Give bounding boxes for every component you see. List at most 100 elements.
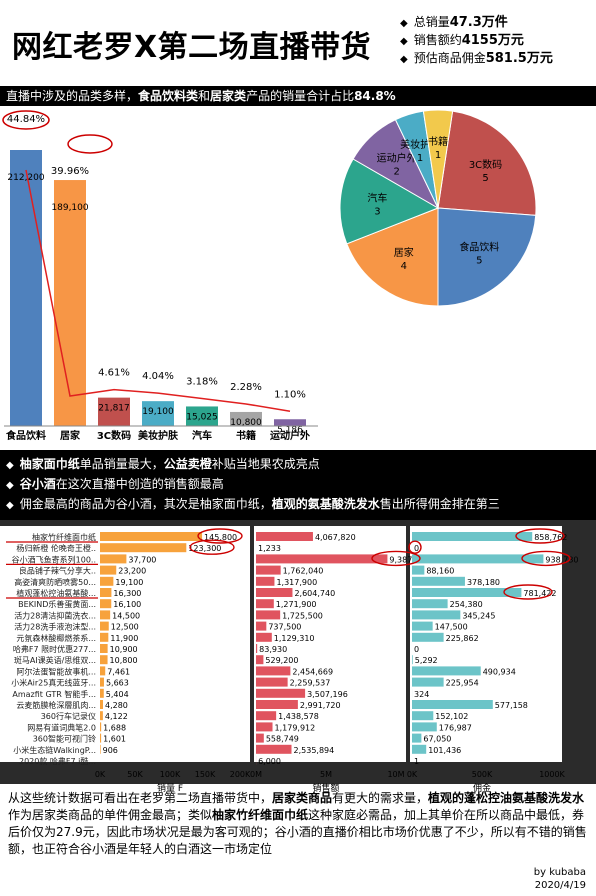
category-value-label: 212,200: [7, 173, 44, 183]
diamond-bullet-icon: ◆: [400, 36, 408, 47]
product-bar: [412, 621, 433, 631]
product-name-label: 植观蓬松控油氨基酸...: [16, 588, 96, 598]
pie-slice-value: 5: [482, 173, 488, 184]
product-value-label: 101,436: [428, 746, 461, 755]
product-bar: [100, 733, 102, 743]
category-bar: [54, 180, 86, 426]
product-value-label: 378,180: [467, 578, 500, 587]
product-value-label: 5,663: [106, 679, 129, 688]
product-bar: [256, 733, 264, 743]
product-value-label: 11,900: [110, 634, 138, 643]
product-value-label: 7,461: [107, 667, 130, 676]
product-name-label: 活力28洗手液泡沫型...: [14, 622, 96, 632]
product-bar: [100, 621, 109, 631]
product-name-label: 活力28清洁抑菌洗衣...: [14, 610, 96, 620]
product-value-label: 83,930: [259, 645, 287, 654]
product-bar: [412, 700, 493, 709]
pie-slice-label: 汽车: [367, 191, 387, 204]
product-value-label: 2,454,669: [292, 667, 333, 676]
product-value-label: 0: [414, 645, 419, 654]
product-bar: [100, 655, 108, 665]
product-value-label: 1,179,912: [275, 723, 316, 732]
product-bar: [100, 576, 114, 586]
product-value-label: 0: [414, 544, 419, 553]
conclusion-text: 从这些统计数据可看出在老罗第二场直播带货中，居家类商品有更大的需求量，植观的蓬松…: [8, 791, 587, 856]
product-value-label: 152,102: [435, 712, 468, 721]
pie-slice-label: 3C数码: [469, 158, 502, 171]
product-value-label: 1: [414, 757, 419, 766]
pareto-line: [25, 169, 291, 412]
product-value-label: 1,725,500: [282, 611, 323, 620]
product-value-label: 225,862: [446, 634, 479, 643]
category-value-label: 15,025: [186, 412, 218, 422]
product-bar: [256, 677, 288, 687]
category-axis-label: 汽车: [192, 429, 212, 442]
category-percent-label: 39.96%: [51, 166, 89, 177]
product-bar: [100, 588, 112, 597]
diamond-bullet-icon: ◆: [6, 480, 14, 491]
axis-tick-label: 100K: [160, 770, 181, 779]
axis-tick-label: 5M: [320, 770, 332, 779]
product-value-label: 2,991,720: [300, 701, 341, 710]
annotation-circle: [67, 134, 113, 154]
product-name-label: 高姿清爽防晒喷雾50...: [14, 577, 96, 587]
product-value-label: 9,387,300: [389, 555, 430, 564]
annotation-circle: [521, 550, 571, 567]
product-bar: [100, 554, 127, 564]
pie-slice: [437, 110, 537, 216]
signature: by kubaba 2020/4/19: [534, 866, 586, 892]
product-value-label: 4,122: [105, 712, 128, 721]
pie-slice: [437, 207, 537, 307]
product-bar: [412, 733, 422, 743]
kpi-list: ◆ 总销量47.3万件 ◆ 销售额约4155万元 ◆ 预估商品佣金581.5万元: [400, 14, 553, 68]
category-value-label: 19,100: [142, 407, 174, 417]
product-bar: [412, 666, 481, 676]
product-bar: [256, 588, 293, 597]
page-title: 网红老罗X第二场直播带货: [12, 30, 372, 65]
category-percent-label: 2.28%: [230, 382, 262, 393]
product-value-label: 147,500: [435, 623, 468, 632]
product-bar: [412, 711, 434, 721]
diamond-bullet-icon: ◆: [6, 460, 14, 471]
product-bar: [412, 722, 437, 732]
product-bar: [256, 599, 274, 609]
product-value-label: 88,160: [426, 567, 454, 576]
axis-tick-label: 500K: [472, 770, 493, 779]
product-bar: [412, 632, 444, 642]
annotation-circle: [2, 110, 50, 130]
author: by kubaba: [533, 867, 586, 878]
product-value-label: 16,100: [113, 600, 141, 609]
panel-background: [254, 526, 406, 762]
category-axis-label: 3C数码: [97, 429, 131, 442]
product-value-label: 558,749: [266, 735, 299, 744]
product-value-label: 529,200: [265, 656, 298, 665]
pie-slice-label: 书籍: [428, 135, 448, 148]
product-bar: [412, 655, 413, 665]
product-name-label: 良品铺子辣气分享大..: [19, 566, 96, 576]
product-name-label: BEKIND乐善蛋黄面...: [18, 599, 96, 609]
product-value-label: 2,604,740: [294, 589, 335, 598]
axis-tick-label: 0K: [407, 770, 418, 779]
product-bar: [100, 711, 103, 721]
product-value-label: 145,800: [204, 533, 237, 542]
product-bar: [256, 632, 272, 642]
category-bar: [98, 397, 130, 426]
category-percent-label: 4.04%: [142, 371, 174, 382]
product-value-label: 1,317,900: [276, 578, 317, 587]
product-bar: [100, 543, 187, 553]
axis-tick-label: 200K: [230, 770, 251, 779]
product-bar: [256, 711, 277, 721]
category-bar: [186, 406, 218, 426]
category-bar: [230, 411, 262, 426]
product-name-label: 云麦筋膜枪深層肌肉...: [16, 700, 96, 710]
product-bar: [100, 644, 108, 653]
axis-tick-label: 50K: [127, 770, 143, 779]
product-value-label: 781,422: [523, 589, 556, 598]
product-bar: [256, 744, 292, 754]
annotation-circle: [189, 539, 235, 555]
kpi-revenue: ◆ 销售额约4155万元: [400, 33, 524, 48]
product-bar: [100, 532, 203, 541]
product-bar: [256, 655, 264, 665]
category-percent-label: 3.18%: [186, 376, 218, 387]
axis-title: 销量 F: [157, 782, 183, 794]
